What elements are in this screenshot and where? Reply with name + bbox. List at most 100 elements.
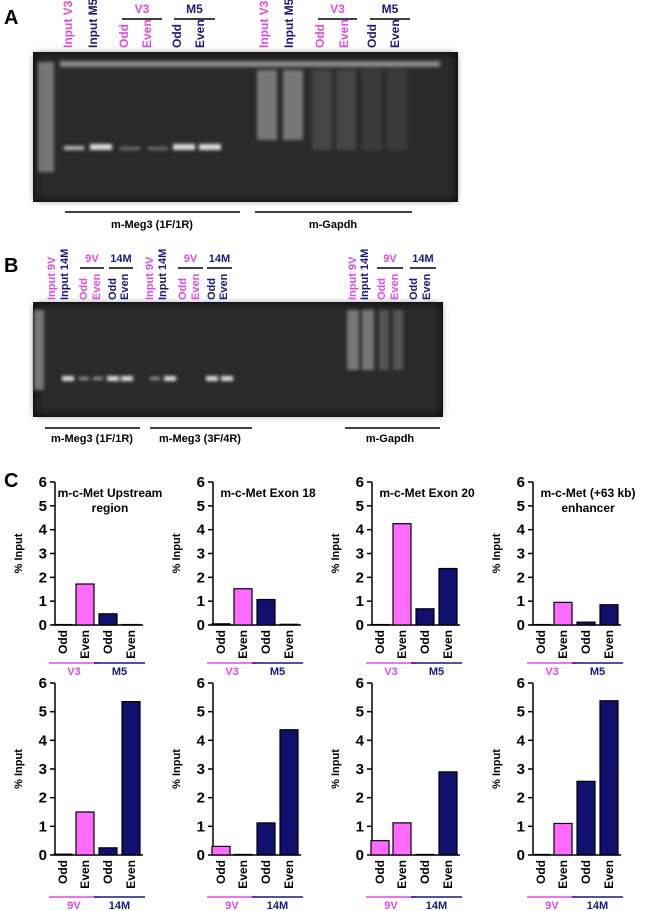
bar (279, 729, 299, 856)
x-tick-label: Odd (418, 860, 432, 884)
bar (392, 523, 412, 626)
bar (53, 853, 73, 856)
bar (98, 847, 118, 856)
x-tick-label: Even (441, 630, 455, 659)
band (64, 146, 84, 150)
y-tick-label: 0 (39, 617, 47, 634)
y-tick-label: 5 (197, 498, 205, 515)
x-tick-label: Even (556, 860, 570, 889)
lane-label: Input 9V (46, 256, 58, 300)
x-tick-label: Odd (579, 860, 593, 884)
x-tick-label: Odd (101, 630, 115, 654)
y-tick-label: 6 (356, 474, 364, 491)
x-tick-label: Even (78, 630, 92, 659)
band (120, 147, 140, 150)
x-tick-label: Even (556, 630, 570, 659)
lane-label: Odd (376, 278, 388, 300)
bar (415, 608, 435, 626)
bar (531, 853, 551, 856)
primer-label: m-Gapdh (366, 433, 415, 445)
chart-title: m-c-Met (+63 kb) enhancer (540, 486, 636, 515)
lane-label: Odd (78, 278, 90, 300)
smear (257, 70, 277, 140)
y-tick-label: 2 (517, 569, 525, 586)
bar (370, 840, 390, 856)
chart-title: m-c-Met Exon 18 (220, 486, 316, 500)
y-tick-label: 2 (39, 790, 47, 807)
band (79, 377, 89, 380)
group-label: 9V (384, 900, 398, 911)
x-tick-label: Even (124, 630, 138, 659)
x-tick-label: Even (395, 630, 409, 659)
primer-label: m-Gapdh (309, 219, 358, 231)
y-tick-label: 2 (356, 790, 364, 807)
lane-label: Even (388, 19, 402, 48)
band (62, 376, 74, 381)
bar (553, 601, 573, 626)
lane-label: Odd (313, 24, 327, 48)
group-label: V3 (330, 2, 345, 16)
y-tick-label: 5 (197, 704, 205, 721)
bar (599, 700, 619, 856)
smear (362, 70, 382, 150)
y-tick-label: 6 (517, 675, 525, 692)
bar (576, 780, 596, 856)
bar (75, 811, 95, 856)
bar (415, 853, 435, 856)
group-label: 9V (383, 253, 397, 265)
band (150, 377, 160, 380)
y-tick-label: 2 (517, 790, 525, 807)
lane-label: Even (218, 273, 230, 300)
y-tick-label: 3 (39, 546, 47, 563)
y-axis-label: % Input (330, 749, 342, 789)
group-label: 9V (225, 900, 239, 911)
y-tick-label: 0 (197, 847, 205, 864)
lane-label: Input 9V (144, 256, 156, 300)
y-tick-label: 5 (356, 704, 364, 721)
lane-label: Odd (107, 278, 119, 300)
lane-label: Odd (170, 24, 184, 48)
chart-title: m-c-Met Exon 20 (379, 486, 475, 500)
group-label: 14M (109, 900, 130, 911)
smear (347, 310, 359, 370)
y-tick-label: 3 (517, 546, 525, 563)
panel-letter: A (4, 7, 18, 29)
y-tick-label: 6 (356, 675, 364, 692)
group-label: M5 (186, 2, 203, 16)
group-label: V3 (135, 2, 150, 16)
y-tick-label: 1 (517, 818, 525, 835)
y-axis-label: % Input (491, 533, 503, 573)
y-tick-label: 4 (517, 732, 526, 749)
band (206, 376, 218, 381)
y-tick-label: 2 (197, 569, 205, 586)
group-label: M5 (382, 2, 399, 16)
lane-label: Odd (408, 278, 420, 300)
y-tick-label: 3 (517, 761, 525, 778)
smear (312, 70, 332, 150)
x-tick-label: Odd (101, 860, 115, 884)
x-tick-label: Odd (534, 630, 548, 654)
y-tick-label: 0 (356, 847, 364, 864)
y-tick-label: 4 (356, 522, 365, 539)
y-tick-label: 1 (356, 818, 364, 835)
lane-label: Even (193, 19, 207, 48)
y-tick-label: 4 (39, 732, 48, 749)
lane-label: Odd (365, 24, 379, 48)
band (199, 144, 221, 150)
band (221, 376, 233, 381)
chart-title: m-c-Met Upstream region (57, 486, 163, 515)
y-tick-label: 6 (197, 675, 205, 692)
y-tick-label: 5 (39, 498, 47, 515)
band (148, 147, 168, 150)
y-tick-label: 6 (197, 474, 205, 491)
y-tick-label: 5 (517, 498, 525, 515)
y-tick-label: 3 (197, 761, 205, 778)
band (173, 144, 195, 150)
y-tick-label: 4 (356, 732, 365, 749)
group-label: 9V (85, 253, 99, 265)
gel-bands (38, 61, 440, 172)
smear (387, 70, 407, 150)
lane-label: Input V3 (61, 0, 75, 48)
